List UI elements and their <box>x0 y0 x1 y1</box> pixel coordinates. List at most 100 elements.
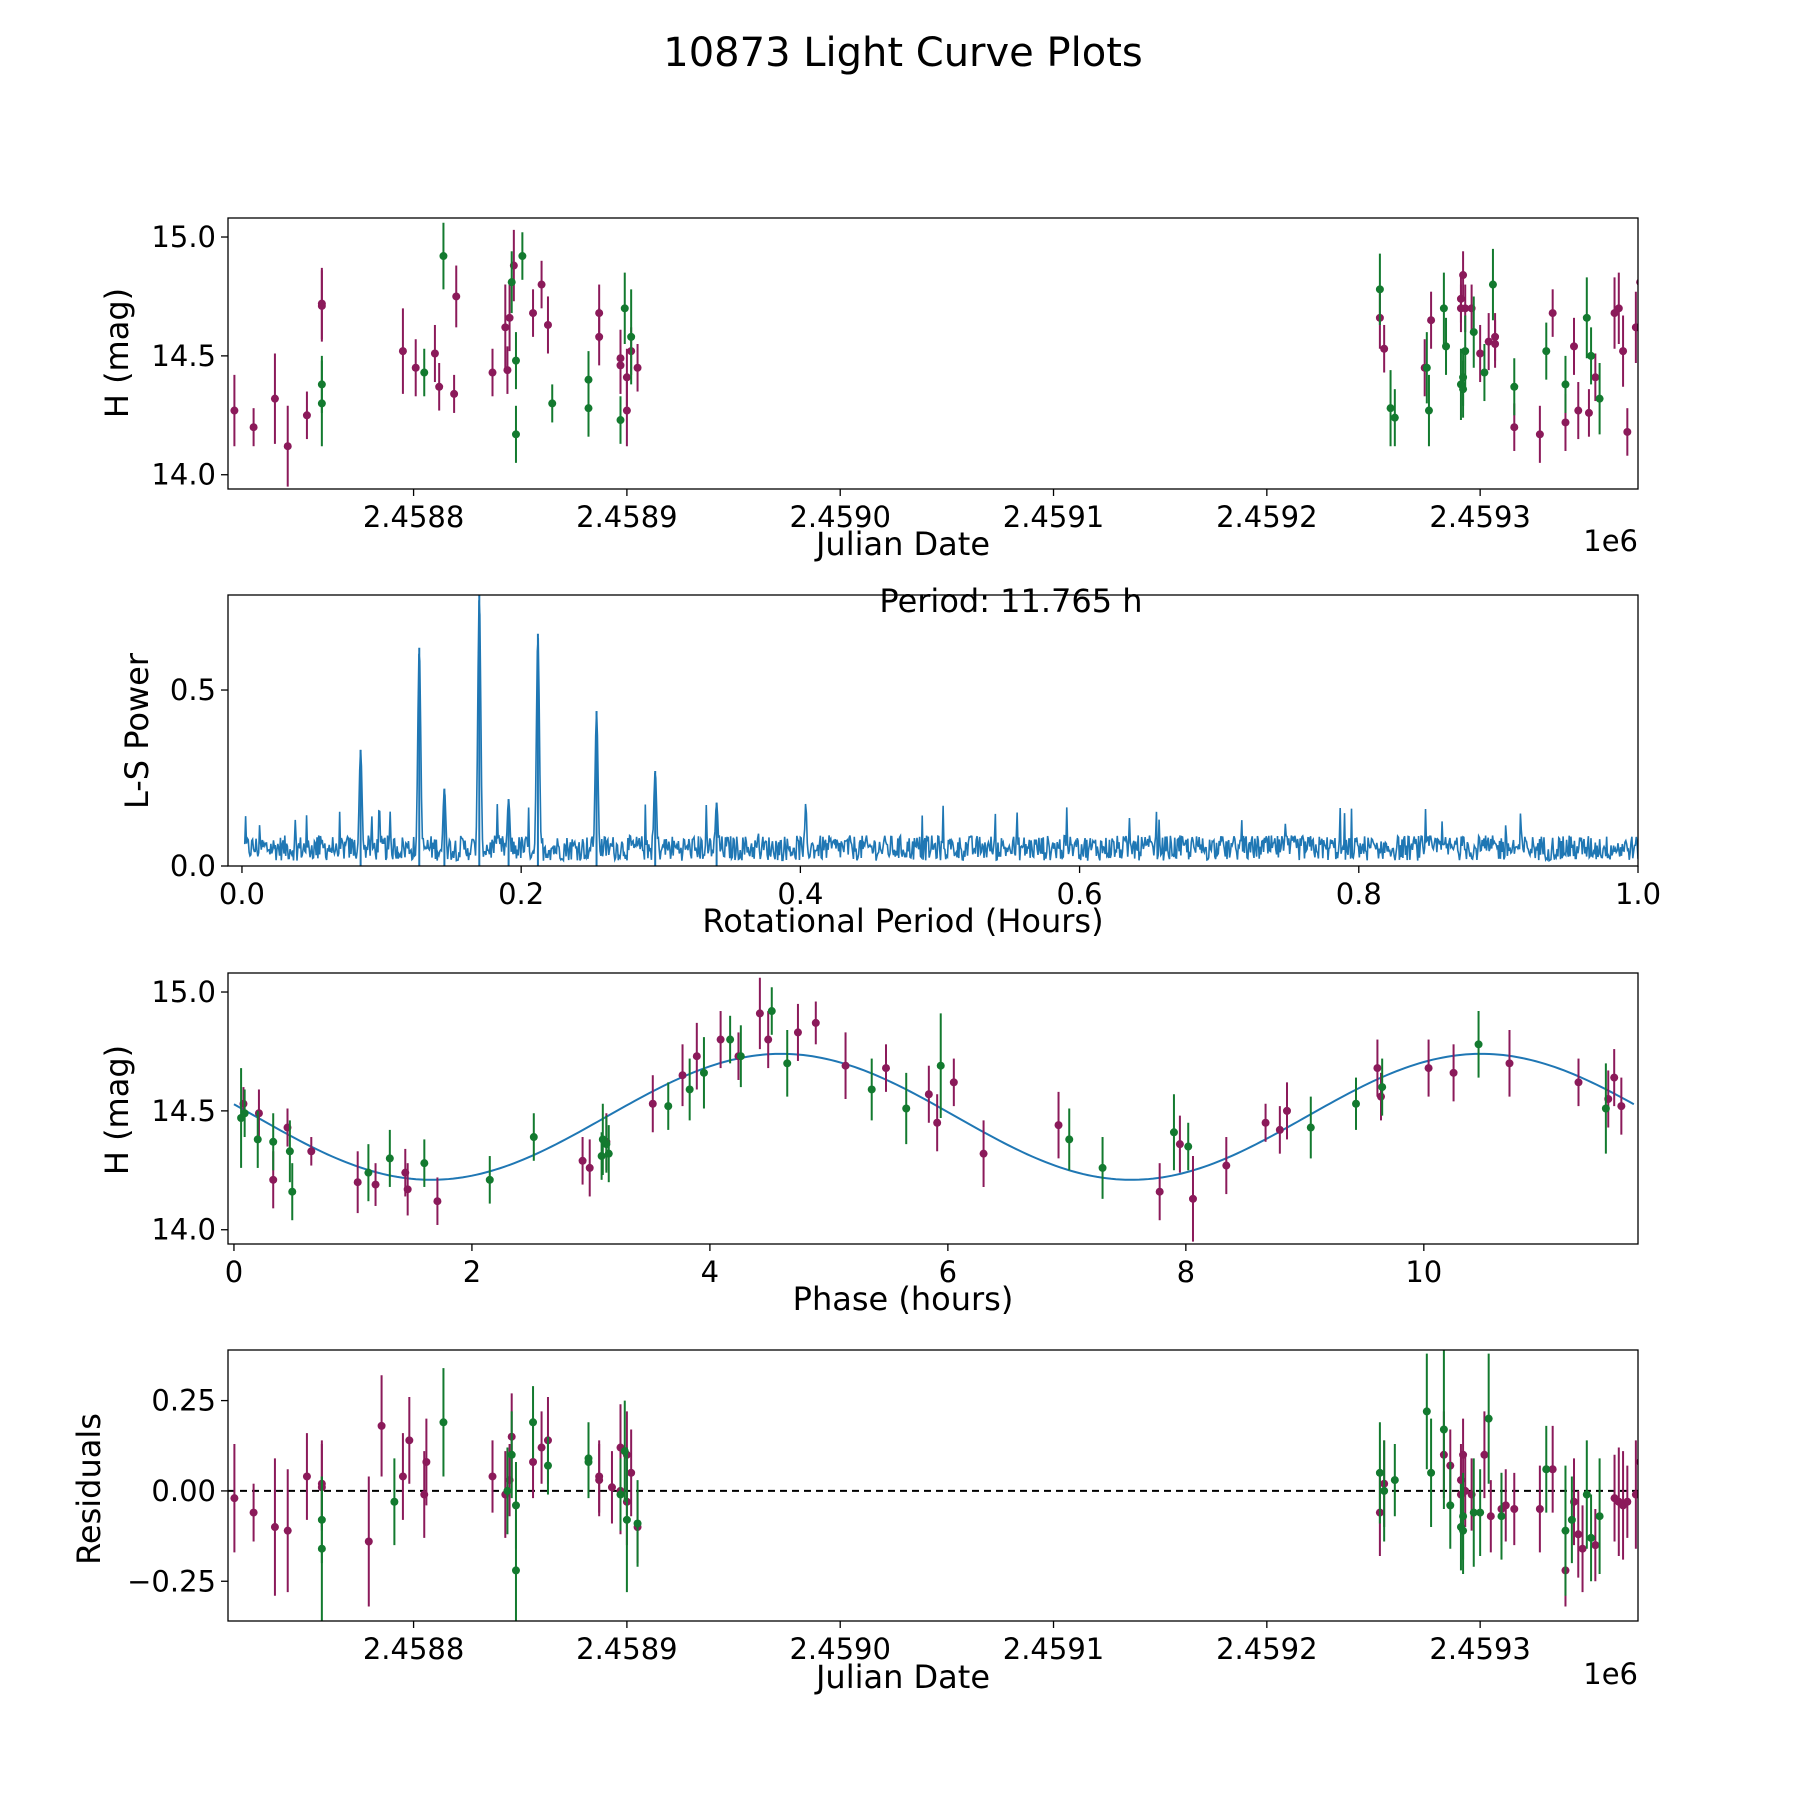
residuals-point <box>1497 1512 1506 1521</box>
plot-area <box>233 977 1635 1242</box>
light-curve-point <box>1570 342 1579 351</box>
phased-curve-point <box>755 1009 764 1018</box>
phased-curve-point <box>678 1071 687 1080</box>
phased-curve-point <box>529 1133 538 1142</box>
light-curve-point <box>1587 351 1596 360</box>
phased-curve-xtick-label: 4 <box>701 1255 719 1289</box>
phased-curve-point <box>1282 1106 1291 1115</box>
residuals-point <box>1595 1512 1604 1521</box>
phased-curve-point <box>1449 1068 1458 1077</box>
light-curve-point <box>1459 373 1468 382</box>
light-curve-point <box>283 442 292 451</box>
phased-curve-ytick-label: 15.0 <box>151 975 216 1009</box>
residuals-point <box>616 1490 625 1499</box>
residuals-point <box>607 1483 616 1492</box>
phased-curve-xtick-label: 8 <box>1177 1255 1195 1289</box>
light-curve-point <box>1484 337 1493 346</box>
phased-curve-point <box>364 1168 373 1177</box>
phased-curve-point <box>949 1078 958 1087</box>
residuals-point <box>405 1436 414 1445</box>
phased-curve-point <box>867 1085 876 1094</box>
phased-curve-point <box>1054 1121 1063 1130</box>
residuals-point <box>1439 1425 1448 1434</box>
light-curve-point <box>503 366 512 375</box>
light-curve-panel: Julian Date H (mag) 1e6 2.4588 2.4589 2.45… <box>98 217 1639 563</box>
periodogram-panel: Rotational Period (Hours) L-S Power Peri… <box>118 582 1661 940</box>
light-curve-point <box>1427 316 1436 325</box>
phased-curve-point <box>1169 1128 1178 1137</box>
phased-curve-point <box>1376 1092 1385 1101</box>
residuals-point <box>283 1526 292 1535</box>
phased-curve-point <box>699 1068 708 1077</box>
residuals-frame <box>227 1349 1639 1622</box>
residuals-point <box>1427 1468 1436 1477</box>
phased-curve-point <box>288 1187 297 1196</box>
residuals-point <box>270 1523 279 1532</box>
phased-curve-point <box>253 1135 262 1144</box>
light-curve-point <box>1439 304 1448 313</box>
residuals-point <box>1510 1504 1519 1513</box>
periodogram-ytick-label: 0.5 <box>170 673 216 707</box>
residuals-point <box>511 1566 520 1575</box>
phased-curve-point <box>269 1137 278 1146</box>
phased-curve-point <box>936 1061 945 1070</box>
residuals-xtick-label: 2.4589 <box>576 1632 677 1666</box>
phased-curve-point <box>1175 1140 1184 1149</box>
plot-area <box>230 222 1638 487</box>
phased-curve-point <box>1306 1123 1315 1132</box>
phased-curve-point <box>1373 1064 1382 1073</box>
light-curve-point <box>1476 349 1485 358</box>
phased-curve-ytick-label: 14.0 <box>151 1213 216 1247</box>
residuals-point <box>1459 1512 1468 1521</box>
phased-curve-point <box>420 1159 429 1168</box>
periodogram-ytick-label: 0.0 <box>170 849 216 883</box>
light-curve-point <box>1574 406 1583 415</box>
residuals-point <box>1380 1486 1389 1495</box>
phased-curve-point <box>1378 1083 1387 1092</box>
light-curve-point <box>627 332 636 341</box>
light-curve-point <box>1631 323 1638 332</box>
phased-curve-ylabel: H (mag) <box>98 1045 136 1175</box>
light-curve-xtick-label: 2.4589 <box>576 500 677 534</box>
phased-curve-point <box>1505 1059 1514 1068</box>
residuals-point <box>302 1472 311 1481</box>
light-curve-point <box>511 430 520 439</box>
residuals-xtick-label: 2.4593 <box>1429 1632 1530 1666</box>
periodogram-xtick-label: 0.8 <box>1336 877 1382 911</box>
residuals-point <box>1484 1414 1493 1423</box>
phased-curve-point <box>240 1109 249 1118</box>
light-curve-point <box>507 278 516 287</box>
figure-title: 10873 Light Curve Plots <box>663 30 1142 76</box>
residuals-point <box>398 1472 407 1481</box>
phased-curve-point <box>269 1175 278 1184</box>
light-curve-point <box>505 313 514 322</box>
phased-curve-point <box>1610 1073 1619 1082</box>
residuals-point <box>1542 1465 1551 1474</box>
residuals-point <box>584 1458 593 1467</box>
light-curve-point <box>1459 271 1468 280</box>
light-curve-point <box>622 406 631 415</box>
phased-curve-point <box>811 1018 820 1027</box>
phased-curve-point <box>692 1052 701 1061</box>
phased-curve-point <box>793 1028 802 1037</box>
light-curve-point <box>1614 304 1623 313</box>
phased-curve-point <box>1352 1099 1360 1108</box>
phased-curve-xtick-label: 0 <box>225 1255 243 1289</box>
light-curve-point <box>249 423 258 432</box>
periodogram-xtick-label: 1.0 <box>1615 877 1661 911</box>
residuals-point <box>377 1421 386 1430</box>
light-curve-point <box>1584 408 1593 417</box>
residuals-point <box>1582 1490 1591 1499</box>
residuals-point <box>1623 1497 1632 1506</box>
phased-curve-frame <box>227 972 1639 1245</box>
light-curve-xtick-label: 2.4588 <box>363 500 464 534</box>
light-curve-point <box>1623 427 1632 436</box>
light-curve-xlabel: Julian Date <box>814 525 990 563</box>
phased-curve-point <box>485 1175 494 1184</box>
light-curve-ytick-label: 14.0 <box>151 458 216 492</box>
light-curve-point <box>1510 423 1519 432</box>
light-curve-point <box>452 292 461 301</box>
phased-curve-point <box>385 1154 394 1163</box>
residuals-point <box>1587 1533 1596 1542</box>
